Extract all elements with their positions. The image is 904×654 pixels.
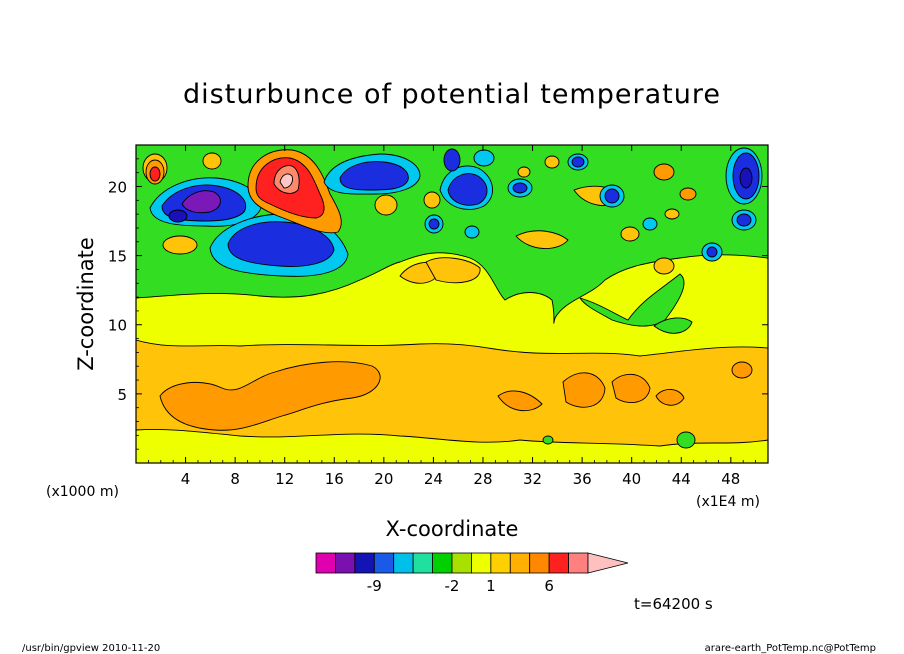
- cold-dot-16: [168, 209, 188, 223]
- plot-frame: [135, 144, 769, 464]
- cold-dot-3-core: [428, 218, 440, 230]
- x-tick-label: 16: [325, 470, 344, 488]
- y-tick-label: 5: [117, 386, 127, 404]
- warm-spot-5: [679, 187, 697, 201]
- x-axis-label: X-coordinate: [386, 517, 519, 541]
- x-tick-label: 4: [181, 470, 191, 488]
- colorbar-segment: [354, 552, 375, 574]
- colorbar-segment: [393, 552, 414, 574]
- colorbar-label: -2: [445, 577, 460, 595]
- warm-spot-6: [664, 208, 680, 220]
- y-axis: 5 10 15 20: [108, 158, 768, 450]
- cold-dot-8: [571, 156, 585, 168]
- contour-field: [136, 145, 768, 463]
- colorbar-label: 1: [486, 577, 496, 595]
- cold-dot-11: [642, 217, 658, 231]
- cold-vortex-west-purple: [181, 190, 221, 214]
- footer-left: /usr/bin/gpview 2010-11-20: [22, 643, 160, 654]
- warm-spot-4: [653, 163, 675, 181]
- warm-band-core-west: [159, 361, 381, 431]
- cold-dot-6: [512, 182, 528, 194]
- upper-warm-bump-5: [620, 226, 640, 242]
- warm-patch-1: [497, 390, 543, 412]
- green-patch: [653, 317, 693, 334]
- colorbar-segment: [509, 552, 531, 574]
- y-unit-label: (x1000 m): [46, 484, 119, 500]
- colorbar-label: 6: [544, 577, 554, 595]
- x-tick-label: 24: [424, 470, 443, 488]
- warm-spot-3: [544, 155, 560, 169]
- cold-dot-4: [464, 225, 480, 239]
- x-tick-label: 36: [573, 470, 592, 488]
- upper-warm-bump-3: [515, 230, 569, 249]
- colorbar-segment: [490, 552, 511, 574]
- x-tick-label: 44: [672, 470, 691, 488]
- y-tick-label: 10: [108, 317, 127, 335]
- upper-warm-bump-2: [425, 257, 481, 284]
- warm-vortex-pink: [279, 173, 293, 189]
- colorbar-segment: [315, 552, 336, 574]
- cold-blob-top-blue: [339, 161, 409, 191]
- warm-spot-1-core: [149, 166, 161, 182]
- cold-dot-15: [736, 213, 752, 227]
- x-tick-label: 40: [622, 470, 641, 488]
- colorbar-segment: [568, 552, 589, 574]
- upper-warm-bump-7: [162, 235, 198, 255]
- colorbar-segment: [335, 552, 356, 574]
- upper-warm-bump-9: [202, 152, 222, 170]
- colorbar-arrow: [587, 552, 629, 574]
- colorbar-label: -9: [367, 577, 382, 595]
- upper-warm-bump-6: [653, 257, 675, 275]
- y-tick-label: 15: [108, 248, 127, 266]
- cold-blob-east-core: [739, 167, 753, 189]
- warm-patch-5: [731, 361, 753, 379]
- cold-dot-1: [443, 148, 461, 172]
- colorbar-segment: [471, 552, 492, 574]
- cold-vortex-centre-blue: [227, 221, 335, 267]
- time-label: t=64200 s: [634, 595, 713, 613]
- warm-patch-3: [611, 373, 651, 404]
- cold-cluster-blue: [447, 173, 488, 206]
- x-axis: 4 8 12 16 20 24 28 32 36 40 44 48: [147, 145, 757, 488]
- x-tick-label: 28: [473, 470, 492, 488]
- green-tongue: [579, 273, 685, 327]
- footer-right: arare-earth_PotTemp.nc@PotTemp: [705, 643, 876, 654]
- x-tick-label: 32: [523, 470, 542, 488]
- warm-spot-7: [517, 166, 531, 178]
- warm-patch-4: [655, 389, 685, 406]
- y-tick-label: 20: [108, 178, 127, 196]
- chart-title: disturbunce of potential temperature: [183, 79, 721, 110]
- x-unit-label: (x1E4 m): [696, 494, 760, 510]
- upper-warm-bump-8: [374, 194, 398, 216]
- warm-spot-2: [423, 191, 441, 209]
- colorbar-segment: [548, 552, 569, 574]
- x-tick-label: 20: [374, 470, 393, 488]
- green-blob-south: [676, 431, 696, 449]
- cold-dot-10: [604, 188, 620, 204]
- x-tick-label: 12: [275, 470, 294, 488]
- colorbar-segment: [451, 552, 472, 574]
- colorbar: -9 -2 1 6: [315, 552, 629, 595]
- colorbar-segment: [373, 552, 395, 574]
- x-tick-label: 48: [721, 470, 740, 488]
- colorbar-segment: [529, 552, 550, 574]
- y-axis-label: Z-coordinate: [74, 237, 98, 371]
- x-tick-label: 8: [230, 470, 240, 488]
- warm-patch-2: [562, 372, 606, 408]
- green-dot-south: [542, 435, 554, 445]
- colorbar-segment: [412, 552, 433, 574]
- cold-dot-2: [473, 149, 495, 167]
- colorbar-segment: [432, 552, 453, 574]
- cold-dot-13: [706, 246, 718, 258]
